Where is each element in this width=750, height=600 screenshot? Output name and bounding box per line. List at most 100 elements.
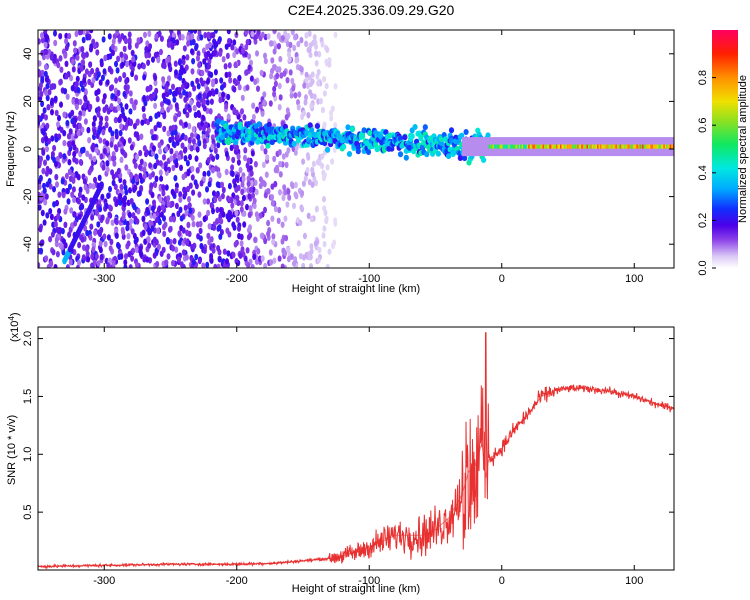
noise-cell [197,111,202,119]
noise-cell [144,52,149,59]
noise-cell [310,71,315,78]
noise-cell [106,108,111,115]
noise-cell [285,201,290,208]
noise-cell [38,60,42,67]
noise-cell [233,61,238,69]
noise-cell [250,150,255,157]
noise-cell [174,90,178,97]
noise-cell [151,171,155,178]
noise-cell [63,52,68,59]
signal-cell [237,124,243,131]
noise-cell [315,158,320,166]
noise-cell [149,128,154,136]
noise-cell [73,220,78,227]
noise-cell [278,171,283,178]
noise-cell [212,224,217,231]
noise-cell [249,59,253,66]
noise-cell [266,188,271,195]
noise-cell [194,155,199,162]
noise-cell [248,232,253,239]
noise-cell [142,74,147,81]
noise-cell [309,80,313,88]
noise-cell [157,243,161,251]
noise-cell [220,84,224,91]
noise-cell [191,138,196,145]
noise-cell [310,181,315,188]
signal-cell [424,151,430,158]
noise-cell [45,34,50,41]
noise-cell [81,110,86,117]
noise-cell [53,39,58,47]
noise-cell [155,260,160,268]
noise-cell [183,80,188,88]
noise-cell [120,61,125,69]
colorbar-tick-label: 0.8 [697,70,709,85]
noise-cell [142,172,147,179]
noise-cell [171,259,175,267]
signal-cell [412,124,418,130]
noise-cell [277,255,282,262]
noise-cell [297,91,302,98]
noise-cell [227,182,232,190]
noise-cell [240,246,245,253]
noise-cell [113,255,118,263]
noise-cell [158,160,163,167]
noise-cell [225,213,230,220]
noise-cell [269,259,274,266]
noise-cell [127,37,132,44]
noise-cell [116,241,120,249]
noise-cell [273,205,278,213]
noise-cell [133,162,138,169]
noise-cell [122,45,127,53]
noise-cell [195,167,200,174]
noise-cell [45,83,50,90]
noise-cell [55,226,60,234]
noise-cell [147,228,152,236]
noise-cell [247,193,252,200]
noise-cell [199,34,204,41]
noise-cell [160,101,164,108]
noise-cell [63,88,68,95]
noise-cell [64,44,69,52]
noise-cell [316,80,321,87]
noise-cell [72,156,77,163]
noise-cell [56,61,61,69]
snr-series-line [38,387,674,567]
signal-cell [255,138,261,145]
noise-cell [314,50,318,57]
noise-cell [234,209,239,217]
noise-cell [40,32,44,39]
noise-cell [108,185,112,193]
noise-cell [256,85,260,92]
x-tick-label: -200 [226,273,248,285]
noise-cell [190,174,195,181]
noise-cell [70,85,75,92]
noise-cell [65,264,70,268]
noise-cell [110,135,115,143]
noise-cell [78,158,83,166]
noise-cell [141,62,146,70]
noise-cell [202,247,207,254]
noise-cell [252,197,257,204]
noise-cell [247,64,252,71]
noise-cell [135,131,140,138]
noise-cell [194,253,199,261]
noise-cell [218,50,223,57]
noise-cell [206,198,211,205]
snr-x-ticks: -300 -200 -100 0 100 [93,327,643,587]
noise-cell [272,40,277,47]
noise-cell [103,54,108,62]
noise-cell [318,98,323,105]
noise-cell [104,202,109,210]
noise-cell [49,99,54,106]
noise-cell [292,260,296,267]
noise-cell [85,150,90,157]
noise-cell [121,197,126,204]
noise-cell [211,155,216,162]
noise-cell [63,208,68,215]
noise-cell [52,144,57,152]
noise-cell [245,84,250,91]
noise-cell [150,225,155,232]
noise-cell [79,30,84,36]
noise-cell [240,181,245,188]
